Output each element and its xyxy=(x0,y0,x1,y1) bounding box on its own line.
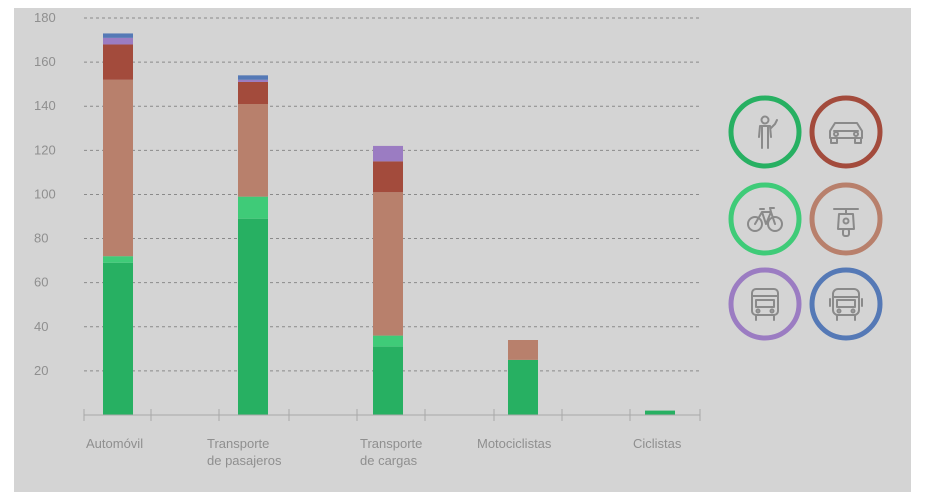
x-axis-labels: Automóvil Transporte de pasajeros Transport… xyxy=(86,436,682,468)
y-tick-label: 60 xyxy=(34,275,48,290)
legend xyxy=(728,95,883,341)
y-tick-label: 20 xyxy=(34,363,48,378)
motorcycle-icon xyxy=(833,208,859,237)
y-tick-label: 120 xyxy=(34,142,56,157)
bar-segment-truck xyxy=(103,37,133,45)
bar-segment-pedestrian xyxy=(103,262,133,415)
bar-segment-car xyxy=(238,81,268,105)
truck-icon xyxy=(751,288,779,321)
bar-segment-pedestrian xyxy=(238,218,268,415)
bar-segment-bus xyxy=(103,33,133,38)
legend-ring xyxy=(728,95,802,169)
bar-segment-bicycle xyxy=(238,196,268,219)
bar-segment-car xyxy=(373,161,403,193)
bar-segment-pedestrian xyxy=(373,346,403,415)
legend-ring xyxy=(728,267,802,341)
bicycle-icon xyxy=(747,207,783,232)
y-tick-label: 100 xyxy=(34,186,56,201)
car-icon xyxy=(829,122,863,144)
legend-item-car xyxy=(809,95,883,169)
x-category-label: Transporte xyxy=(207,436,269,451)
x-category-label: Ciclistas xyxy=(633,436,682,451)
y-tick-label: 40 xyxy=(34,319,48,334)
bar-segment-truck xyxy=(373,145,403,162)
legend-ring xyxy=(809,267,883,341)
bus-icon xyxy=(829,288,863,321)
stacked-bar-chart: 20 40 60 80 100 120 140 160 180 Automóvil Transpo… xyxy=(34,10,883,468)
chart-frame: 20 40 60 80 100 120 140 160 180 Automóvil Transpo… xyxy=(14,8,911,492)
x-category-label: de pasajeros xyxy=(207,453,282,468)
y-tick-label: 80 xyxy=(34,231,48,246)
y-axis-ticks: 20 40 60 80 100 120 140 160 180 xyxy=(34,10,56,378)
y-tick-label: 160 xyxy=(34,54,56,69)
bar-segment-pedestrian xyxy=(508,359,538,415)
x-category-label: Transporte xyxy=(360,436,422,451)
y-tick-label: 140 xyxy=(34,98,56,113)
bar-segment-motorcycle xyxy=(103,79,133,257)
bar-segment-truck xyxy=(238,79,268,82)
x-category-label: de cargas xyxy=(360,453,418,468)
bars xyxy=(103,33,675,415)
bar-segment-pedestrian xyxy=(645,410,675,415)
x-category-label: Automóvil xyxy=(86,436,143,451)
legend-item-motorcycle xyxy=(809,182,883,256)
legend-item-pedestrian xyxy=(728,95,802,169)
legend-item-truck xyxy=(728,267,802,341)
y-tick-label: 180 xyxy=(34,10,56,25)
bar-segment-car xyxy=(103,44,133,80)
bar-segment-bicycle xyxy=(103,256,133,263)
bar-segment-bicycle xyxy=(373,335,403,347)
x-category-label: Motociclistas xyxy=(477,436,552,451)
pedestrian-icon xyxy=(758,115,778,149)
bar-segment-motorcycle xyxy=(508,340,538,360)
x-axis xyxy=(83,409,701,421)
bar-segment-motorcycle xyxy=(373,192,403,336)
legend-item-bicycle xyxy=(728,182,802,256)
bar-segment-bus xyxy=(238,75,268,80)
legend-item-bus xyxy=(809,267,883,341)
bar-segment-motorcycle xyxy=(238,104,268,197)
